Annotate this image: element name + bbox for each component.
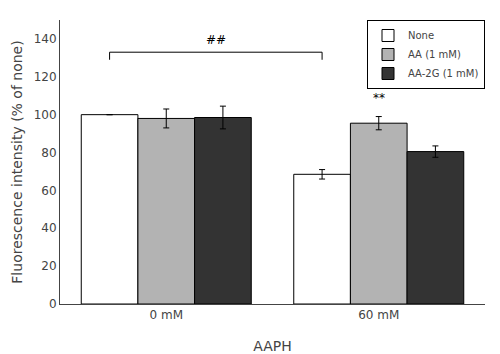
svg-text:80: 80 <box>41 146 56 160</box>
svg-text:120: 120 <box>34 70 57 84</box>
svg-text:60 mM: 60 mM <box>358 308 399 322</box>
svg-text:40: 40 <box>41 221 56 235</box>
svg-text:0 mM: 0 mM <box>150 308 184 322</box>
svg-text:AA-2G (1 mM): AA-2G (1 mM) <box>408 68 478 79</box>
svg-text:100: 100 <box>34 108 57 122</box>
svg-text:AAPH: AAPH <box>253 338 292 354</box>
svg-text:0: 0 <box>49 297 57 311</box>
svg-text:20: 20 <box>41 259 56 273</box>
svg-text:##: ## <box>206 33 226 47</box>
svg-text:**: ** <box>373 91 385 105</box>
svg-text:None: None <box>408 30 434 41</box>
svg-text:AA (1 mM): AA (1 mM) <box>408 49 461 60</box>
svg-text:60: 60 <box>41 184 56 198</box>
svg-text:Fluorescence intensity (% of n: Fluorescence intensity (% of none) <box>9 40 25 283</box>
svg-text:140: 140 <box>34 32 57 46</box>
